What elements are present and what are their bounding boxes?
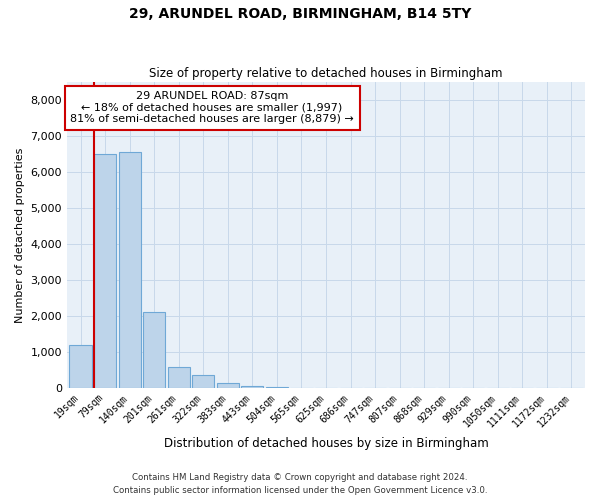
X-axis label: Distribution of detached houses by size in Birmingham: Distribution of detached houses by size … [164, 437, 488, 450]
Bar [94, 154, 116, 388]
Text: Contains HM Land Registry data © Crown copyright and database right 2024.
Contai: Contains HM Land Registry data © Crown c… [113, 474, 487, 495]
Bar [143, 312, 165, 388]
Bar [119, 152, 140, 388]
Text: 29, ARUNDEL ROAD, BIRMINGHAM, B14 5TY: 29, ARUNDEL ROAD, BIRMINGHAM, B14 5TY [129, 8, 471, 22]
Bar [192, 375, 214, 388]
Bar [266, 386, 288, 388]
Bar [167, 367, 190, 388]
Bar [70, 344, 92, 388]
Bar [217, 383, 239, 388]
Title: Size of property relative to detached houses in Birmingham: Size of property relative to detached ho… [149, 66, 503, 80]
Text: 29 ARUNDEL ROAD: 87sqm
← 18% of detached houses are smaller (1,997)
81% of semi-: 29 ARUNDEL ROAD: 87sqm ← 18% of detached… [70, 91, 354, 124]
Bar [241, 386, 263, 388]
Y-axis label: Number of detached properties: Number of detached properties [15, 147, 25, 322]
